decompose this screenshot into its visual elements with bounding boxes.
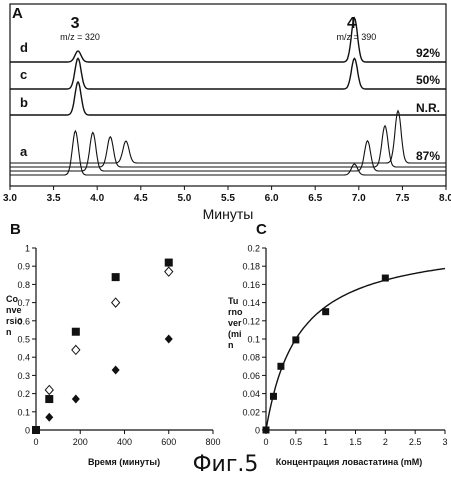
panel-a-x-tick-label: 4.5: [134, 193, 148, 204]
panel-a-x-axis-label: Минуты: [203, 206, 254, 222]
panel-c-y-tick-label: 0.12: [242, 316, 260, 326]
panel-c-y-tick-label: 0.18: [242, 262, 260, 272]
panel-c-y-tick-label: 0.2: [247, 244, 260, 254]
square-point: [322, 308, 329, 315]
panel-a-x-tick-label: 6.5: [308, 193, 322, 204]
panel-c-fit-curve: [266, 269, 445, 431]
panel-c-letter: C: [256, 221, 267, 238]
panel-b-letter: B: [10, 221, 21, 238]
square-point: [277, 363, 284, 370]
trace-a-conversion: 87%: [416, 149, 440, 163]
panel-a-x-tick-label: 6.0: [265, 193, 279, 204]
panel-b-y-axis-label: rsio: [6, 316, 23, 326]
diamond-point: [72, 395, 80, 404]
panel-b-y-axis-label: n: [6, 327, 12, 337]
peak-label-3: 3: [71, 15, 80, 32]
peak-mz-4: m/z = 390: [337, 32, 377, 42]
panel-c-y-tick-label: 0.1: [247, 335, 260, 345]
panel-b-x-tick-label: 0: [33, 437, 38, 447]
panel-b-y-axis-label: nve: [6, 305, 22, 315]
panel-a-letter: A: [12, 5, 23, 22]
panel-c-y-tick-label: 0.16: [242, 280, 260, 290]
square-point: [112, 273, 120, 281]
trace-c-conversion: 50%: [416, 73, 440, 87]
panel-c-x-tick-label: 0: [263, 437, 268, 447]
panel-b-x-tick-label: 400: [117, 437, 132, 447]
panel-c-x-tick-label: 2.5: [409, 437, 422, 447]
panel-c-y-axis-label: (mi: [228, 329, 242, 339]
panel-b-y-tick-label: 0.8: [17, 280, 30, 290]
panel-a-x-tick-label: 8.0: [439, 193, 451, 204]
diamond-point: [45, 413, 53, 422]
panel-b-y-tick-label: 0: [25, 426, 30, 436]
panel-c-y-axis-label: rno: [228, 307, 243, 317]
peak-mz-3: m/z = 320: [60, 32, 100, 42]
panel-b-y-tick-label: 0.9: [17, 262, 30, 272]
trace-d-label: d: [20, 40, 28, 55]
panel-a-x-tick-label: 3.5: [47, 193, 61, 204]
panel-a-x-tick-label: 5.5: [221, 193, 235, 204]
panel-b-y-tick-label: 0.4: [17, 353, 30, 363]
square-point: [165, 259, 173, 267]
square-point: [45, 395, 53, 403]
panel-b-y-tick-label: 1: [25, 244, 30, 254]
panel-a-x-tick-label: 7.0: [352, 193, 366, 204]
trace-a-label: a: [20, 144, 28, 159]
panel-a-x-tick-label: 5.0: [177, 193, 191, 204]
panel-a-x-tick-label: 4.0: [90, 193, 104, 204]
panel-b-y-tick-label: 0.3: [17, 371, 30, 381]
square-point: [270, 393, 277, 400]
open-diamond-point: [45, 385, 53, 394]
open-diamond-point: [165, 267, 173, 276]
panel-b-y-tick-label: 0.1: [17, 407, 30, 417]
trace-b-label: b: [20, 95, 28, 110]
square-point: [382, 275, 389, 282]
trace-d-conversion: 92%: [416, 46, 440, 60]
panel-b-x-tick-label: 600: [161, 437, 176, 447]
panel-b-y-tick-label: 0.5: [17, 335, 30, 345]
panel-c-y-tick-label: 0.08: [242, 353, 260, 363]
figure-caption: Фиг.5: [0, 452, 451, 477]
open-diamond-point: [112, 298, 120, 307]
panel-b-y-axis-label: Co: [6, 294, 18, 304]
panel-a-x-tick-label: 7.5: [395, 193, 409, 204]
trace-b-line: [10, 82, 446, 115]
square-point: [32, 426, 40, 434]
panel-c-x-tick-label: 2: [383, 437, 388, 447]
trace-c-line: [10, 58, 446, 89]
panel-b-y-tick-label: 0.2: [17, 389, 30, 399]
diamond-point: [112, 365, 120, 374]
square-point: [263, 427, 270, 434]
panel-a-x-tick-label: 3.0: [3, 193, 17, 204]
diamond-point: [165, 335, 173, 344]
panel-b-x-tick-label: 200: [73, 437, 88, 447]
panel-c-y-tick-label: 0.06: [242, 371, 260, 381]
panel-c-x-tick-label: 1: [323, 437, 328, 447]
square-point: [292, 336, 299, 343]
trace-c-label: c: [20, 67, 27, 82]
panel-c-y-tick-label: 0: [255, 426, 260, 436]
open-diamond-point: [72, 345, 80, 354]
panel-c-y-tick-label: 0.02: [242, 407, 260, 417]
panel-c-y-axis-label: Tu: [228, 296, 238, 306]
panel-c-x-tick-label: 0.5: [290, 437, 303, 447]
peak-label-4: 4: [347, 15, 356, 32]
panel-c-x-tick-label: 3: [442, 437, 447, 447]
panel-c-y-tick-label: 0.14: [242, 298, 260, 308]
panel-c-y-axis-label: ver: [228, 318, 242, 328]
panel-c-y-tick-label: 0.04: [242, 389, 260, 399]
panel-b-x-tick-label: 800: [205, 437, 220, 447]
panel-c-y-axis-label: n: [228, 340, 234, 350]
panel-c-x-tick-label: 1.5: [349, 437, 362, 447]
trace-b-conversion: N.R.: [416, 101, 440, 115]
square-point: [72, 328, 80, 336]
